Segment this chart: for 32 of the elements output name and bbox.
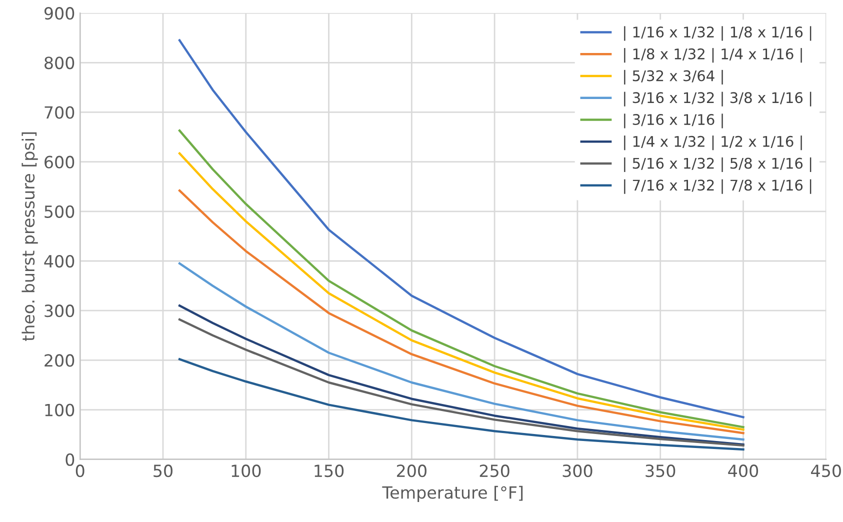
x-tick-label: 50 bbox=[154, 464, 172, 478]
legend-label: | 5/32 x 3/64 | bbox=[624, 70, 723, 85]
x-axis-title: Temperature [°F] bbox=[382, 486, 523, 502]
y-tick-label: 100 bbox=[45, 404, 74, 416]
x-tick-label: 450 bbox=[811, 464, 841, 478]
legend-label: | 7/16 x 1/32 | 7/8 x 1/16 | bbox=[624, 179, 812, 194]
x-tick-label: 250 bbox=[480, 464, 510, 478]
y-tick-label: 800 bbox=[44, 56, 74, 70]
x-tick-label: 150 bbox=[314, 464, 344, 478]
x-tick-label: 100 bbox=[232, 464, 261, 478]
legend-label: | 3/16 x 1/32 | 3/8 x 1/16 | bbox=[624, 92, 812, 106]
x-tick-label: 0 bbox=[76, 464, 84, 478]
y-tick-label: 600 bbox=[44, 156, 74, 168]
legend-label: | 5/16 x 1/32 | 5/8 x 1/16 | bbox=[624, 157, 812, 172]
x-tick-label: 350 bbox=[646, 464, 676, 478]
legend-label: | 1/16 x 1/32 | 1/8 x 1/16 | bbox=[624, 26, 812, 41]
y-axis-title: theo. burst pressure [psi] bbox=[22, 132, 38, 342]
x-tick-label: 400 bbox=[728, 464, 758, 478]
x-tick-label: 300 bbox=[562, 464, 592, 478]
line-series bbox=[178, 262, 744, 441]
y-tick-label: 300 bbox=[44, 304, 74, 318]
legend-label: | 1/8 x 1/32 | 1/4 x 1/16 | bbox=[624, 48, 802, 63]
y-tick-label: 500 bbox=[44, 205, 74, 218]
y-tick-label: 200 bbox=[44, 354, 74, 367]
y-tick-label: 400 bbox=[44, 254, 74, 268]
x-tick-label: 200 bbox=[396, 464, 426, 478]
y-tick-label: 700 bbox=[44, 106, 74, 119]
y-tick-label: 0 bbox=[66, 453, 74, 466]
y-tick-label: 900 bbox=[44, 7, 74, 20]
legend-label: | 3/16 x 1/16 | bbox=[624, 114, 723, 128]
legend-label: | 1/4 x 1/32 | 1/2 x 1/16 | bbox=[624, 136, 802, 150]
line-series bbox=[178, 358, 744, 451]
